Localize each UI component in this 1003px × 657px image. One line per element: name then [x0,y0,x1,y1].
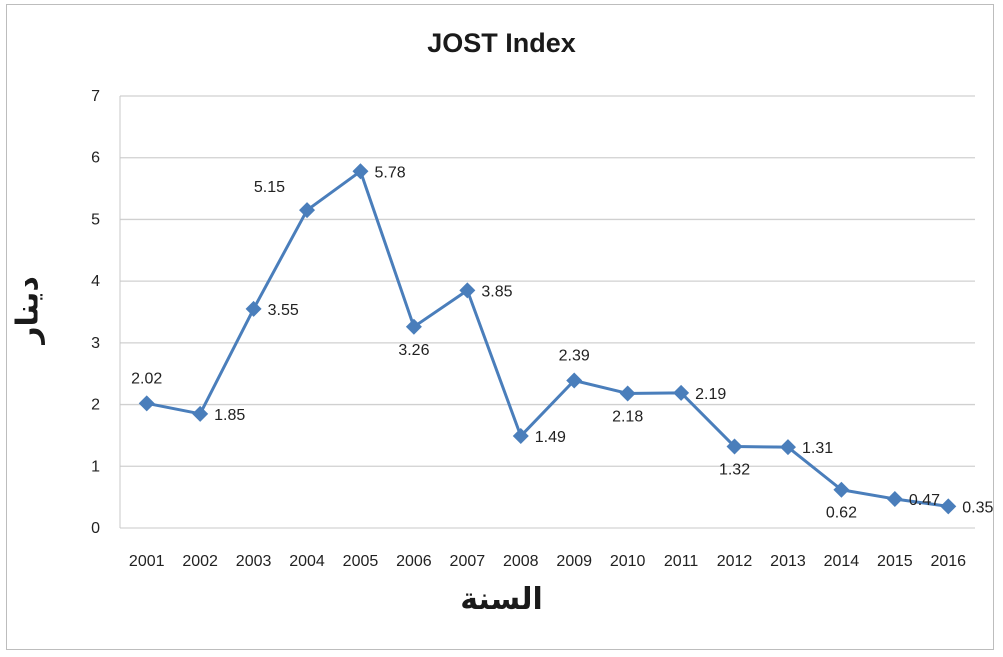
data-point-marker [459,282,476,299]
data-label: 1.85 [214,407,245,424]
y-tick-label: 3 [91,335,100,352]
data-point-marker [833,481,850,498]
data-point-marker [940,498,957,515]
y-tick-label: 5 [91,211,100,228]
x-tick-label: 2003 [236,553,272,570]
data-label: 2.19 [695,386,726,403]
data-point-marker [512,428,529,445]
data-point-marker [192,405,209,422]
data-point-marker [405,318,422,335]
x-tick-label: 2006 [396,553,432,570]
data-label: 3.26 [398,342,429,359]
data-label: 3.55 [268,302,299,319]
data-label: 1.49 [535,429,566,446]
y-tick-label: 6 [91,150,100,167]
x-tick-label: 2002 [182,553,218,570]
x-tick-label: 2009 [556,553,592,570]
y-tick-label: 2 [91,397,100,414]
x-tick-label: 2011 [664,553,699,570]
x-tick-label: 2008 [503,553,539,570]
chart-title: JOST Index [427,28,576,58]
data-point-marker [886,490,903,507]
data-label: 2.02 [131,370,162,387]
data-label: 0.62 [826,505,857,522]
x-tick-label: 2010 [610,553,646,570]
data-label: 0.47 [909,492,940,509]
data-labels: 2.02 1.85 3.55 5.15 5.78 3.26 3.85 1.49 2.39 2.18… [131,164,993,521]
data-point-marker [245,300,262,317]
x-tick-label: 2012 [717,553,753,570]
y-tick-label: 7 [91,88,100,105]
data-point-marker [299,202,316,219]
data-label: 1.32 [719,462,750,479]
axes [119,96,975,529]
data-point-marker [619,385,636,402]
data-point-marker [726,438,743,455]
x-tick-label: 2014 [824,553,860,570]
data-label: 1.31 [802,440,833,457]
y-tick-label: 4 [91,273,100,290]
data-label: 0.35 [962,499,993,516]
y-tick-label: 0 [91,520,100,537]
data-label: 2.18 [612,408,643,425]
x-tick-label: 2016 [930,553,966,570]
data-point-marker [779,439,796,456]
data-label: 3.85 [481,283,512,300]
data-point-marker [352,163,369,180]
gridlines [120,95,975,467]
data-label: 2.39 [559,348,590,365]
series-polyline [146,169,949,508]
x-tick-label: 2001 [129,553,165,570]
y-tick-label: 1 [91,458,100,475]
data-point-marker [566,372,583,389]
data-point-marker [138,395,155,412]
x-tick-label: 2007 [450,553,486,570]
x-tick-label: 2015 [877,553,913,570]
x-axis-label: السنة [460,582,543,617]
x-tick-label: 2005 [343,553,379,570]
data-label: 5.15 [254,179,285,196]
chart-frame [6,4,994,650]
x-tick-label: 2004 [289,553,325,570]
x-tick-label: 2013 [770,553,806,570]
series-line [146,169,949,508]
x-tick-labels: 2001 2002 2003 2004 2005 2006 2007 2008 2009 2010… [129,553,966,570]
data-label: 5.78 [374,164,405,181]
data-point-marker [673,384,690,401]
y-tick-labels: 0 1 2 3 4 5 6 7 [91,88,100,537]
data-markers [138,163,957,515]
